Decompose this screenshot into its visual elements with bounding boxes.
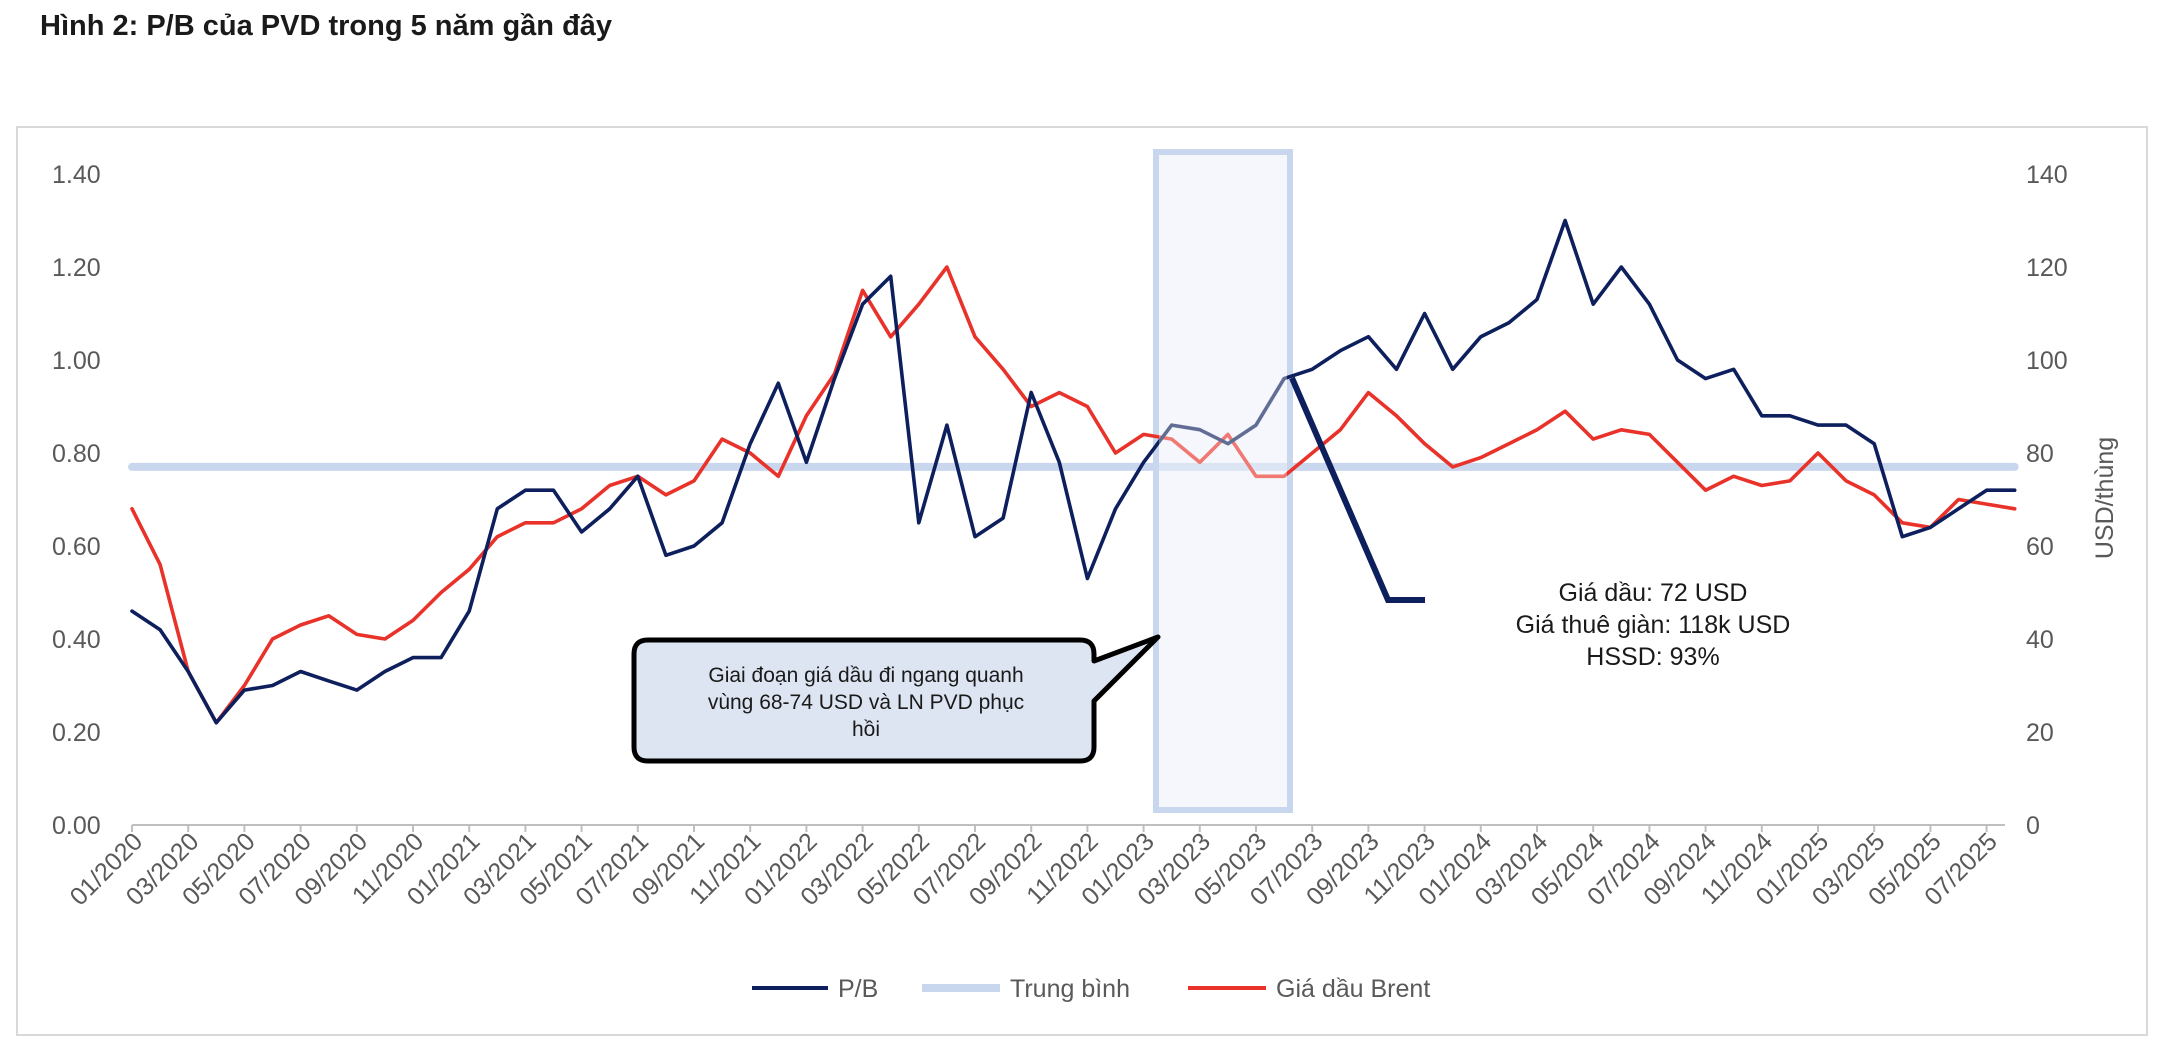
y-right-tick-label: 60 <box>2026 533 2054 561</box>
callout-bubble <box>631 634 1161 764</box>
note-text-line: Giá thuê giàn: 118k USD <box>1516 611 1791 639</box>
series-line-brent <box>130 265 2017 725</box>
y-right-axis-label: USD/thùng <box>2091 437 2119 559</box>
y-right-tick-label: 80 <box>2026 440 2054 468</box>
chart-frame <box>16 126 2148 1036</box>
series-line-pb <box>130 218 2017 725</box>
callout-text-line: vùng 68-74 USD và LN PVD phục <box>708 691 1024 714</box>
legend-label-pb: P/B <box>838 975 878 1003</box>
note-text-line: HSSD: 93% <box>1586 643 1719 671</box>
highlight-overlay <box>1159 155 1287 807</box>
legend-label-average: Trung bình <box>1010 975 1130 1003</box>
highlight-band <box>1153 149 1293 813</box>
y-left-tick-label: 0.80 <box>52 440 101 468</box>
y-left-tick-label: 0.20 <box>52 719 101 747</box>
y-right-tick-label: 140 <box>2026 161 2068 189</box>
y-right-tick-label: 20 <box>2026 719 2054 747</box>
y-left-tick-label: 1.40 <box>52 161 101 189</box>
y-left-tick-label: 1.00 <box>52 347 101 375</box>
callout-text-line: hồi <box>852 718 880 741</box>
y-right-tick-label: 40 <box>2026 626 2054 654</box>
y-right-tick-label: 100 <box>2026 347 2068 375</box>
y-left-tick-label: 0.00 <box>52 812 101 840</box>
note-pointer-line <box>1289 376 1425 603</box>
y-left-tick-label: 0.40 <box>52 626 101 654</box>
legend-label-brent: Giá dầu Brent <box>1276 975 1430 1003</box>
y-right-tick-label: 0 <box>2026 812 2040 840</box>
chart-title: Hình 2: P/B của PVD trong 5 năm gần đây <box>40 10 613 42</box>
note-text-line: Giá dầu: 72 USD <box>1559 579 1748 607</box>
y-left-tick-label: 0.60 <box>52 533 101 561</box>
y-left-tick-label: 1.20 <box>52 254 101 282</box>
y-right-tick-label: 120 <box>2026 254 2068 282</box>
callout-text-line: Giai đoạn giá dầu đi ngang quanh <box>708 664 1023 687</box>
